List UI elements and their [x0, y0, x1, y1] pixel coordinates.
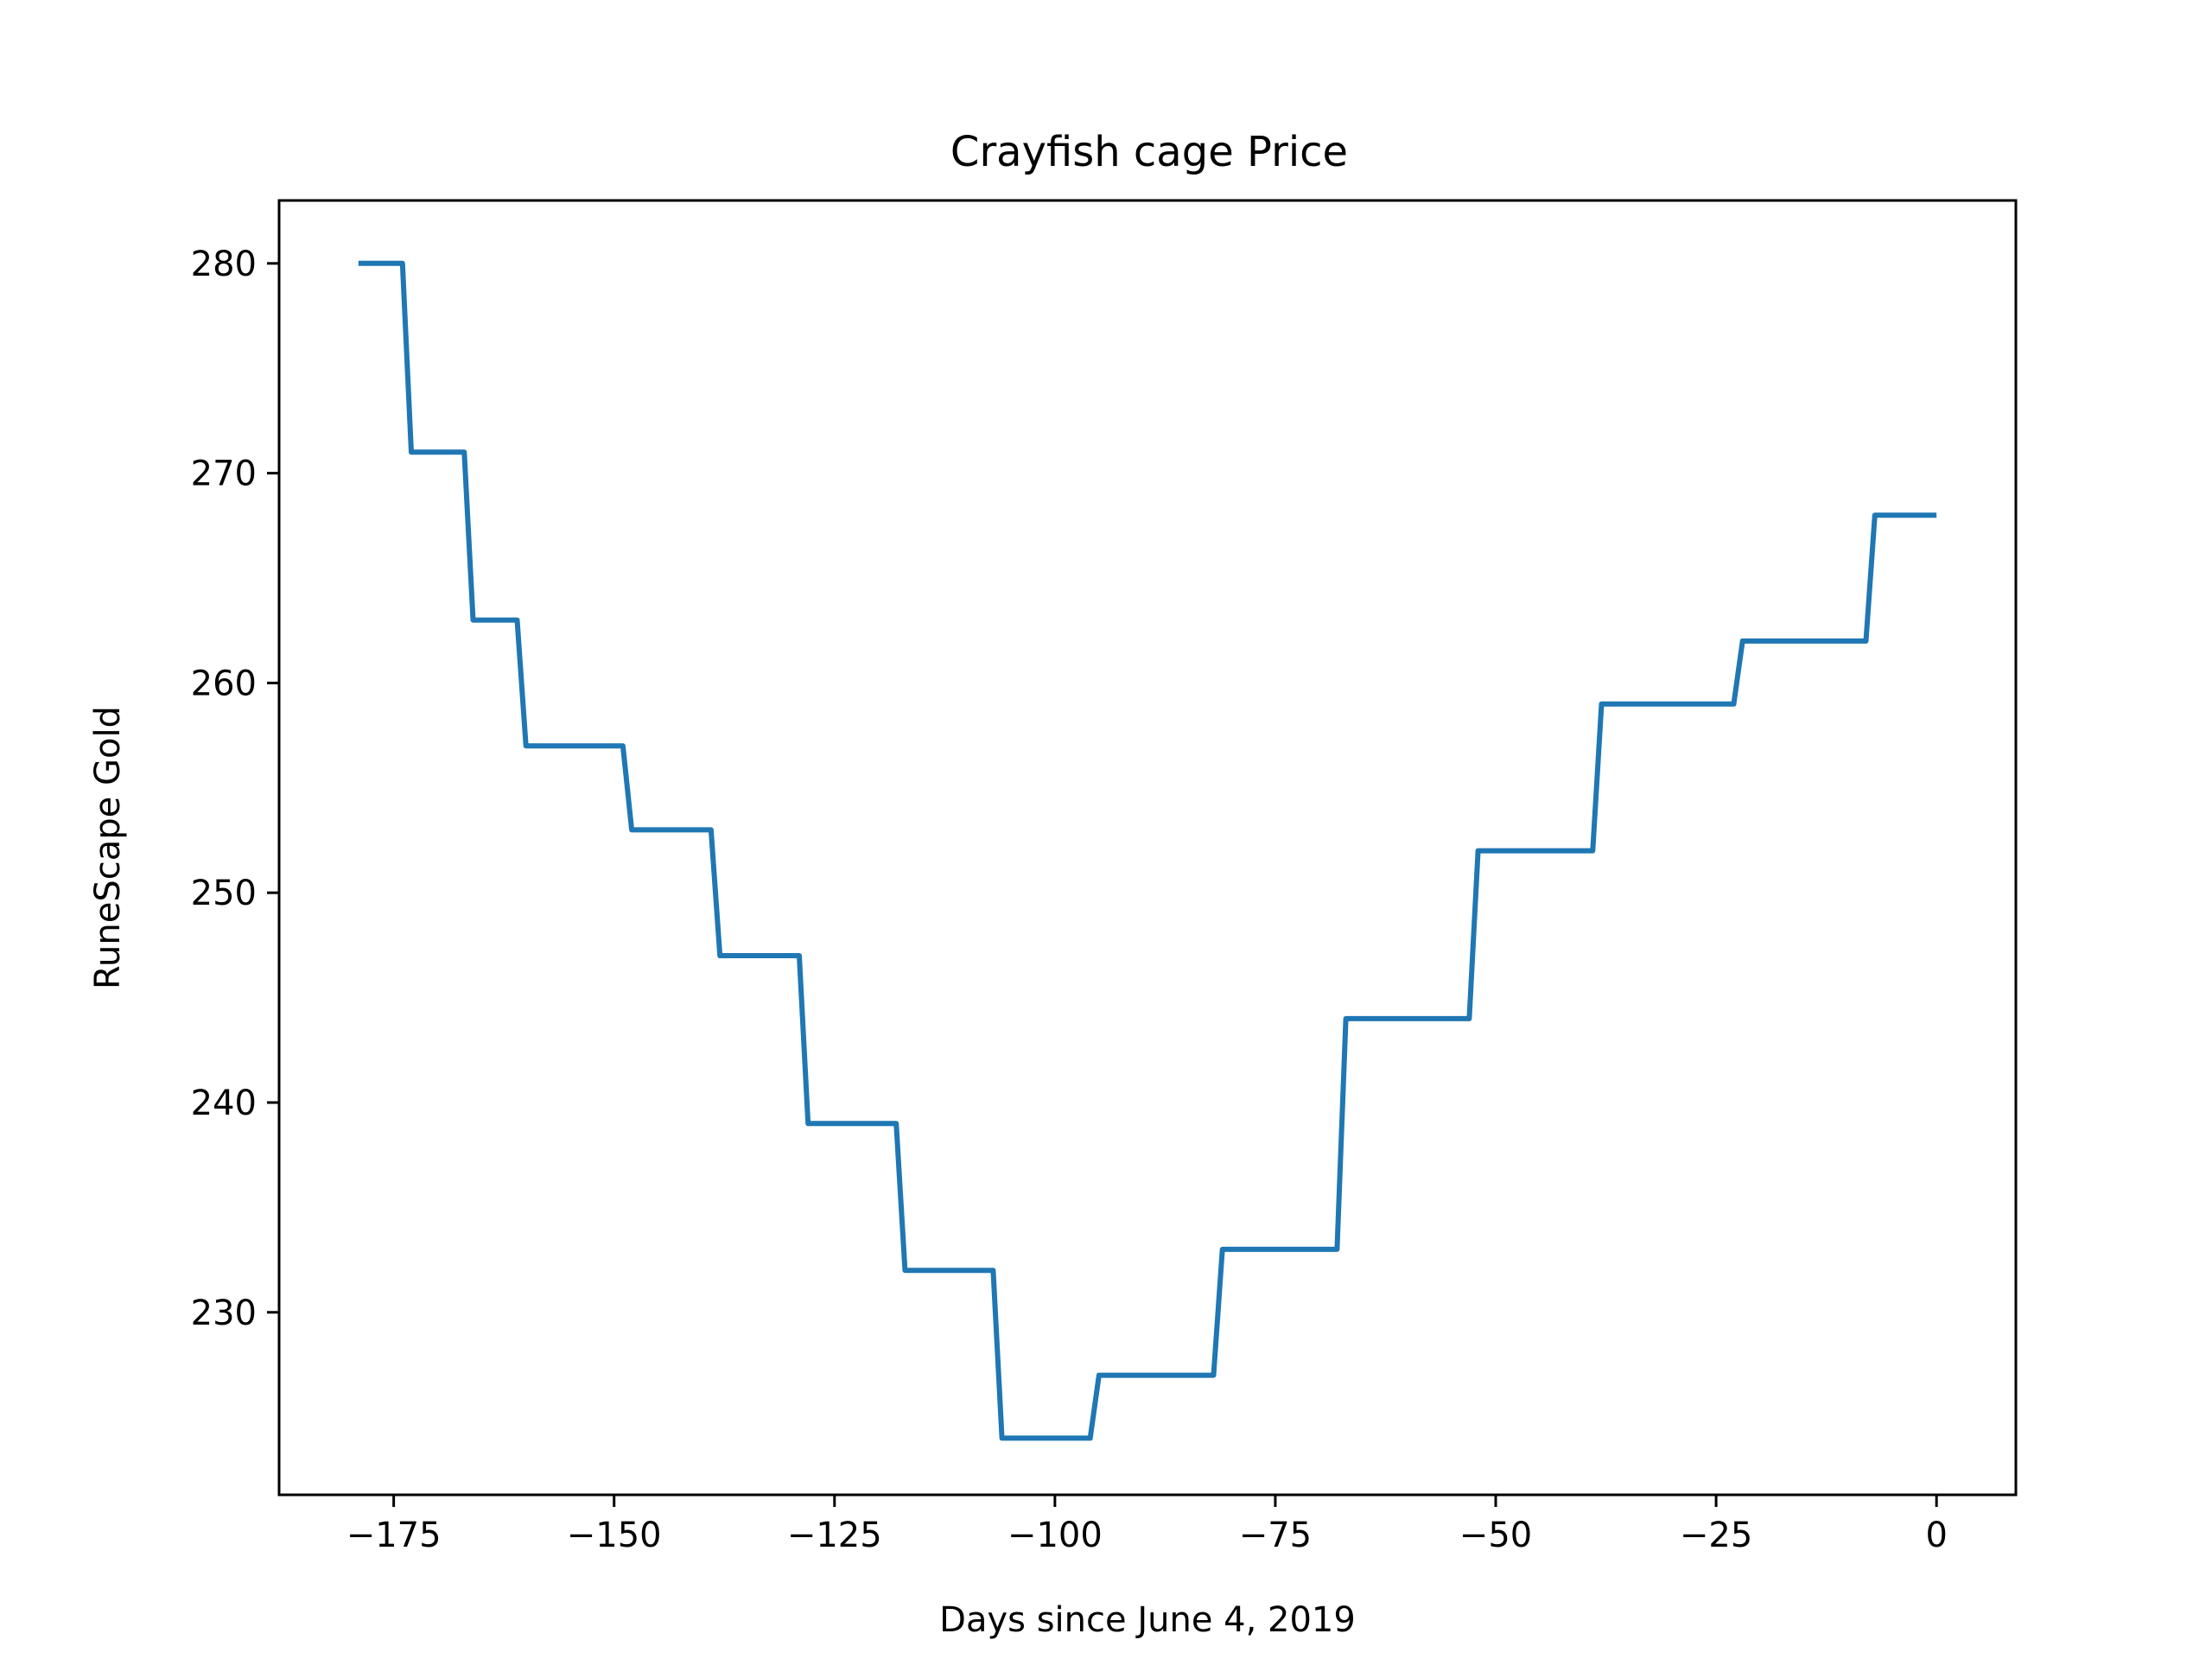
- y-tick-label: 230: [191, 1294, 257, 1333]
- x-tick-label: −50: [1459, 1516, 1532, 1555]
- chart-title: Crayfish cage Price: [950, 128, 1348, 176]
- x-axis-label: Days since June 4, 2019: [939, 1600, 1356, 1640]
- series-line-0: [358, 260, 1937, 1441]
- x-tick-label: −125: [787, 1516, 882, 1555]
- y-tick-label: 240: [191, 1084, 257, 1123]
- y-axis-label: RuneScape Gold: [88, 706, 128, 989]
- plot-frame: [277, 199, 2018, 1497]
- plot-area: [358, 260, 1937, 1441]
- x-axis: −175 −150 −125 −100 −75 −50 −25 0: [346, 1495, 1948, 1555]
- y-tick-label: 250: [191, 874, 257, 913]
- y-tick-label: 280: [191, 245, 257, 284]
- x-tick-label: −150: [567, 1516, 662, 1555]
- x-tick-label: −175: [346, 1516, 442, 1555]
- x-tick-label: 0: [1925, 1516, 1947, 1555]
- y-axis: 230 240 250 260 270 280: [191, 245, 279, 1333]
- y-tick-label: 270: [191, 454, 257, 494]
- x-tick-label: −100: [1007, 1516, 1103, 1555]
- x-tick-label: −75: [1239, 1516, 1312, 1555]
- x-tick-label: −25: [1680, 1516, 1752, 1555]
- y-tick-label: 260: [191, 664, 257, 703]
